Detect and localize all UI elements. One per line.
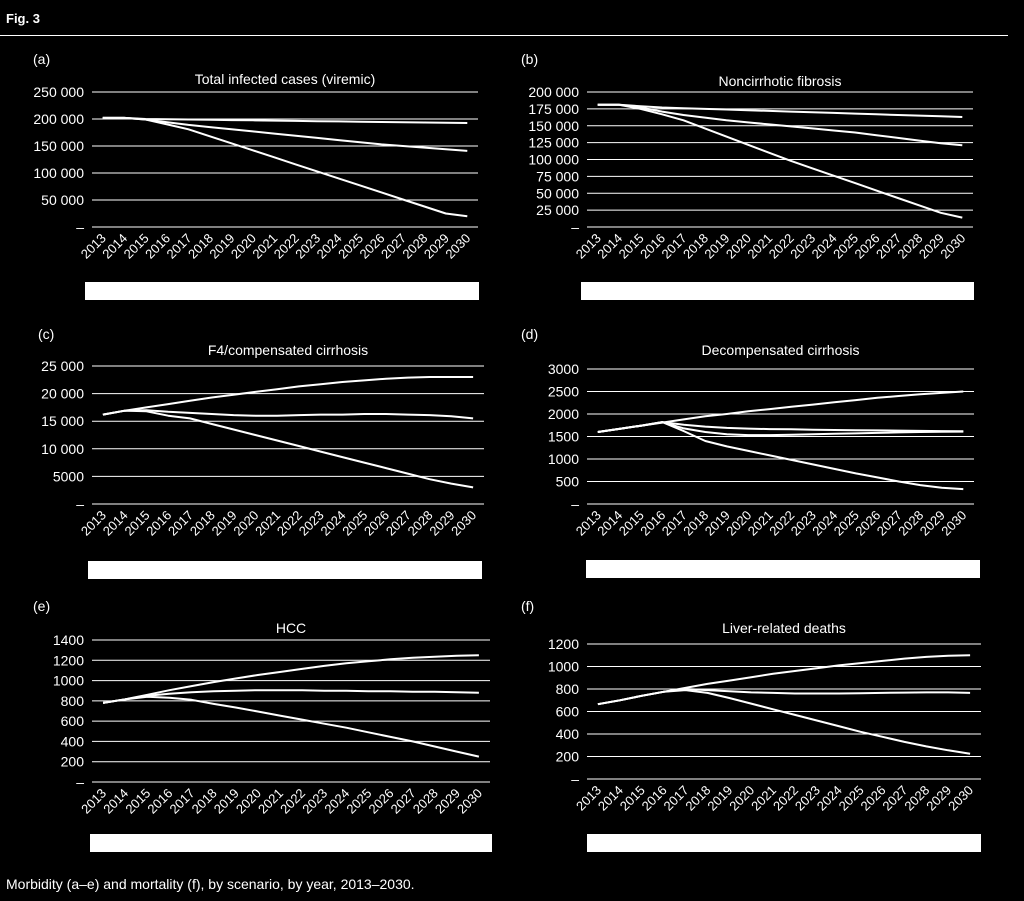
y-tick-label: 175 000 xyxy=(528,101,579,117)
header-divider xyxy=(0,35,1008,36)
panel-label: (b) xyxy=(521,51,538,67)
y-tick-label: 1500 xyxy=(548,429,579,445)
y-tick-label: 1400 xyxy=(53,632,84,648)
y-tick-label: 200 000 xyxy=(528,84,579,100)
series-line-4 xyxy=(597,421,964,491)
chart-title: F4/compensated cirrhosis xyxy=(208,342,368,358)
y-tick-label: 200 xyxy=(61,754,85,770)
y-tick-label: 250 000 xyxy=(33,84,84,100)
y-tick-label: 600 xyxy=(61,713,85,729)
y-tick-label: 20 000 xyxy=(41,386,84,402)
y-tick-label: 100 000 xyxy=(33,165,84,181)
legend-box xyxy=(88,561,482,579)
y-tick-label: – xyxy=(571,496,579,512)
y-tick-label: 10 000 xyxy=(41,441,84,457)
y-tick-label: 50 000 xyxy=(41,192,84,208)
series-line-3 xyxy=(597,689,971,755)
y-tick-label: 800 xyxy=(61,693,85,709)
y-tick-label: 500 xyxy=(556,474,580,490)
legend-box xyxy=(586,560,980,578)
y-tick-label: – xyxy=(571,219,579,235)
chart-title: HCC xyxy=(276,620,306,636)
x-tick-label: 2030 xyxy=(938,508,969,539)
x-tick-label: 2030 xyxy=(937,231,968,262)
series-line-3 xyxy=(102,695,480,758)
panel-label: (f) xyxy=(521,598,534,614)
y-tick-label: 400 xyxy=(61,733,85,749)
chart-panel: (c) F4/compensated cirrhosis – 5000 10 000 15… xyxy=(38,326,484,579)
y-tick-label: – xyxy=(76,219,84,235)
y-tick-label: 50 000 xyxy=(536,185,579,201)
chart-panel: (d) Decompensated cirrhosis – 500 1000 1500 20… xyxy=(521,326,980,578)
x-tick-label: 2030 xyxy=(945,783,976,814)
figure-caption: Morbidity (a–e) and mortality (f), by sc… xyxy=(6,876,415,892)
y-tick-label: 1200 xyxy=(548,636,579,652)
panel-label: (c) xyxy=(38,326,54,342)
series-line-2 xyxy=(102,689,479,704)
y-tick-label: 800 xyxy=(556,681,580,697)
legend-box xyxy=(90,834,492,852)
figure-charts: (a) Total infected cases (viremic) – 50 000… xyxy=(33,51,981,852)
x-tick-label: 2030 xyxy=(454,786,485,817)
y-tick-label: 400 xyxy=(556,726,580,742)
y-tick-label: – xyxy=(76,496,84,512)
series-line-1 xyxy=(102,116,468,124)
series-line-2 xyxy=(597,103,963,147)
y-tick-label: 25 000 xyxy=(536,202,579,218)
figure-label: Fig. 3 xyxy=(6,11,40,26)
panel-label: (a) xyxy=(33,51,50,67)
panel-label: (d) xyxy=(521,326,538,342)
y-tick-label: 1000 xyxy=(53,673,84,689)
chart-panel: (a) Total infected cases (viremic) – 50 000… xyxy=(33,51,479,300)
y-tick-label: 125 000 xyxy=(528,135,579,151)
legend-box xyxy=(85,282,479,300)
legend-box xyxy=(581,282,974,300)
x-tick-label: 2030 xyxy=(448,508,479,539)
panel-label: (e) xyxy=(33,598,50,614)
x-tick-label: 2030 xyxy=(442,231,473,262)
chart-title: Liver-related deaths xyxy=(722,620,846,636)
y-tick-label: 1000 xyxy=(548,659,579,675)
y-tick-label: 1200 xyxy=(53,652,84,668)
series-line-1 xyxy=(597,390,964,433)
series-line-3 xyxy=(102,116,468,218)
chart-title: Total infected cases (viremic) xyxy=(195,71,376,87)
y-tick-label: 25 000 xyxy=(41,358,84,374)
y-tick-label: 5000 xyxy=(53,468,84,484)
series-line-3 xyxy=(102,409,474,489)
y-tick-label: 150 000 xyxy=(33,138,84,154)
series-line-1 xyxy=(102,376,474,416)
y-tick-label: 600 xyxy=(556,704,580,720)
y-tick-label: 3000 xyxy=(548,361,579,377)
y-tick-label: 100 000 xyxy=(528,152,579,168)
series-line-2 xyxy=(102,409,474,420)
y-tick-label: 150 000 xyxy=(528,118,579,134)
legend-box xyxy=(587,834,981,852)
y-tick-label: 200 000 xyxy=(33,111,84,127)
y-tick-label: 2500 xyxy=(548,384,579,400)
y-tick-label: – xyxy=(76,774,84,790)
y-tick-label: 2000 xyxy=(548,406,579,422)
series-line-2 xyxy=(597,688,971,706)
y-tick-label: 15 000 xyxy=(41,413,84,429)
series-line-1 xyxy=(597,103,963,118)
y-tick-label: 200 xyxy=(556,749,580,765)
series-line-3 xyxy=(597,103,963,219)
chart-title: Decompensated cirrhosis xyxy=(702,342,860,358)
series-line-2 xyxy=(102,116,468,152)
series-line-1 xyxy=(597,654,971,706)
chart-panel: (e)HCC–200400600800100012001400201320142… xyxy=(33,598,492,852)
chart-panel: (f) Liver-related deaths – 200 400 600 800 1000… xyxy=(521,598,981,852)
chart-title: Noncirrhotic fibrosis xyxy=(719,73,842,89)
y-tick-label: – xyxy=(571,771,579,787)
y-tick-label: 1000 xyxy=(548,451,579,467)
y-tick-label: 75 000 xyxy=(536,168,579,184)
series-line-1 xyxy=(102,654,479,704)
